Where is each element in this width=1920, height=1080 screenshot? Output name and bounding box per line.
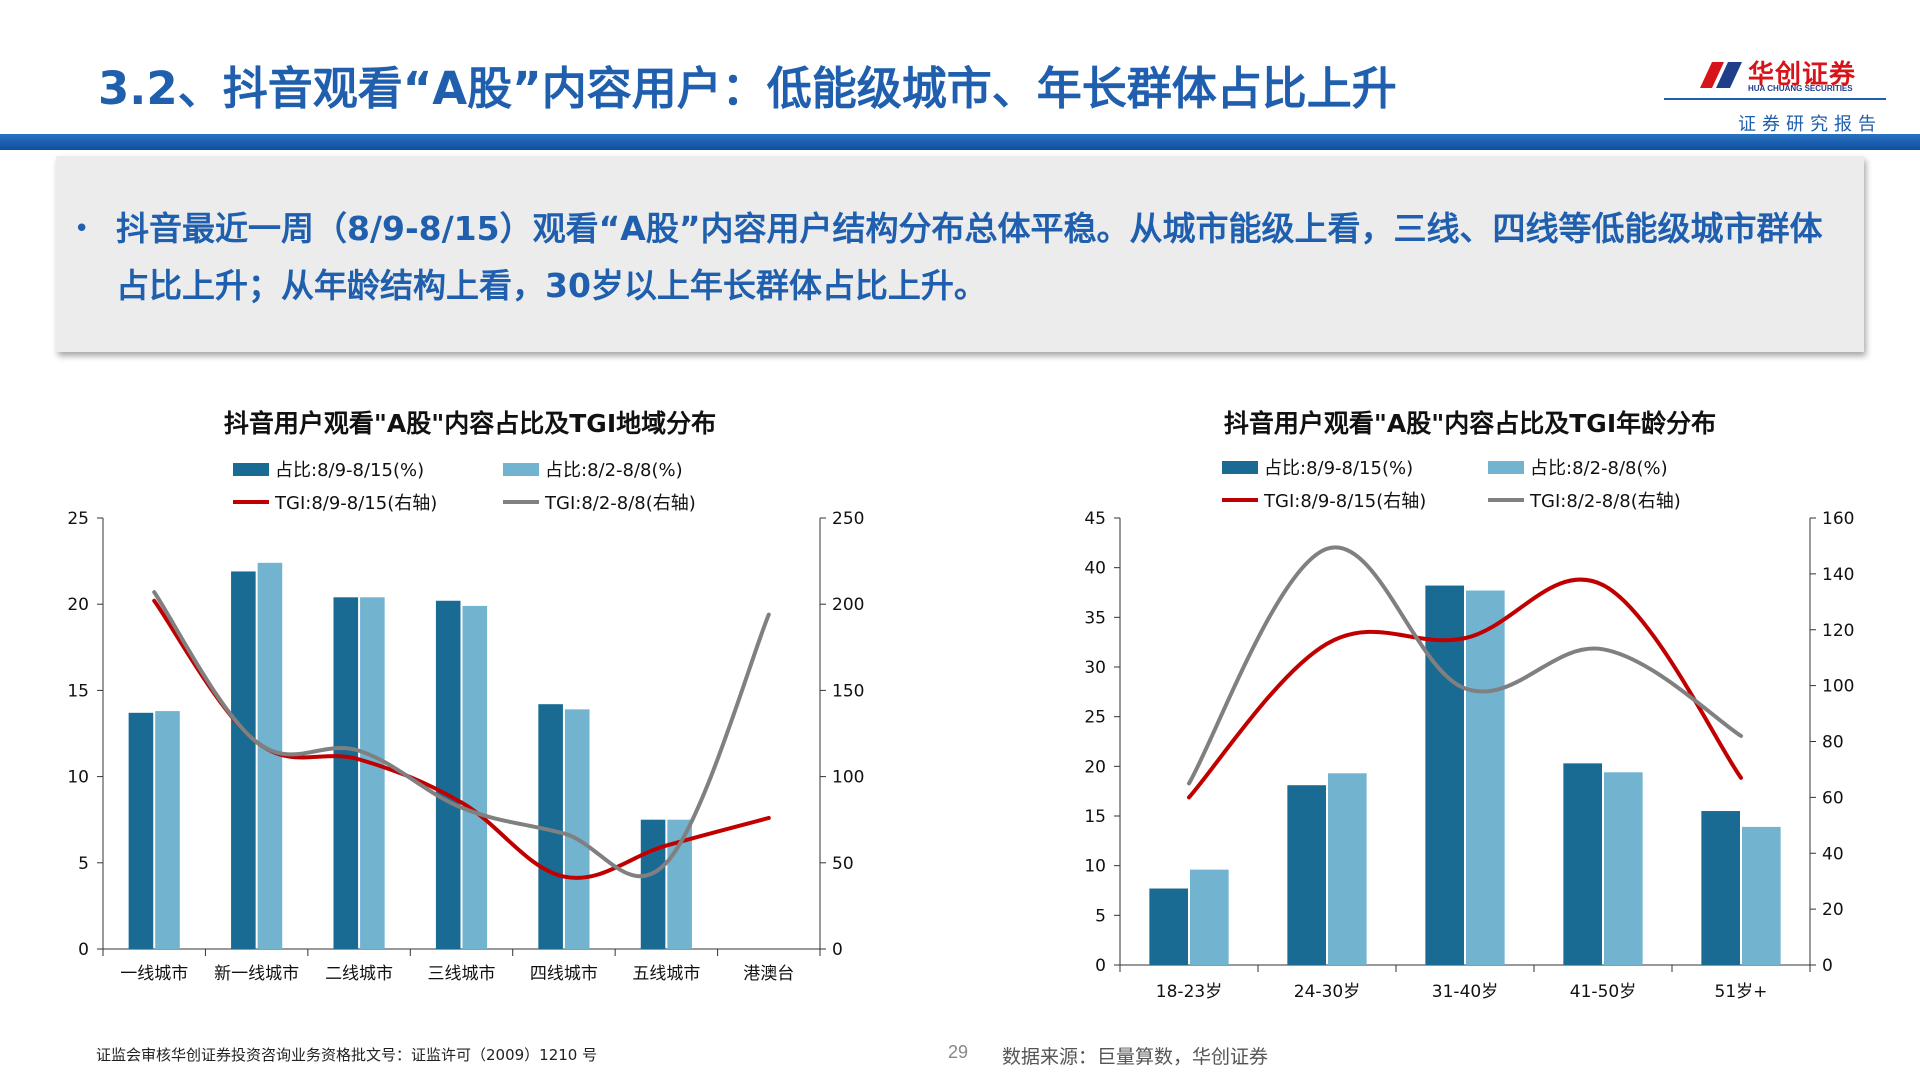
y-tick-label-left: 10 — [67, 768, 89, 788]
y-tick-label-left: 15 — [67, 681, 89, 701]
x-tick-label: 二线城市 — [325, 964, 393, 984]
bar — [128, 712, 154, 949]
page-title: 3.2、抖音观看“A股”内容用户：低能级城市、年长群体占比上升 — [98, 62, 1397, 115]
y-tick-label-right: 250 — [832, 509, 864, 529]
summary-text: 抖音最近一周（8/9-8/15）观看“A股”内容用户结构分布总体平稳。从城市能级… — [116, 209, 1823, 305]
y-tick-label-right: 200 — [832, 595, 864, 615]
bar — [1742, 826, 1781, 965]
bar — [462, 605, 488, 949]
y-tick-label-right: 120 — [1822, 621, 1854, 641]
y-tick-label-left: 5 — [78, 854, 89, 874]
legend-label: 占比:8/2-8/8(%) — [1530, 458, 1668, 479]
x-tick-label: 四线城市 — [530, 964, 598, 984]
y-tick-label-left: 20 — [67, 595, 89, 615]
chart-title: 抖音用户观看"A股"内容占比及TGI年龄分布 — [1223, 409, 1717, 438]
legend-label: 占比:8/2-8/8(%) — [545, 460, 683, 481]
chart-region-distribution: 抖音用户观看"A股"内容占比及TGI地域分布 占比:8/9-8/15(%) 占比:… — [60, 400, 880, 1000]
bar — [1701, 811, 1740, 965]
y-tick-label-right: 100 — [1822, 677, 1854, 697]
y-tick-label-right: 140 — [1822, 565, 1854, 585]
bar — [435, 600, 461, 949]
logo-mark-icon — [1700, 62, 1742, 88]
bar — [1287, 785, 1326, 965]
y-tick-label-left: 25 — [67, 509, 89, 529]
bar — [640, 819, 666, 949]
y-tick-label-right: 40 — [1822, 844, 1844, 864]
y-tick-label-left: 10 — [1084, 857, 1106, 877]
x-tick-label: 51岁+ — [1715, 982, 1768, 1002]
series-line — [1187, 545, 1743, 786]
y-tick-label-left: 30 — [1084, 658, 1106, 678]
bar — [1563, 763, 1602, 965]
y-tick-label-right: 150 — [832, 681, 864, 701]
legend-swatch — [503, 463, 539, 476]
y-tick-label-left: 40 — [1084, 559, 1106, 579]
series-line — [152, 590, 771, 879]
legend-label: 占比:8/9-8/15(%) — [275, 460, 424, 481]
bar — [564, 709, 590, 949]
y-tick-label-right: 80 — [1822, 733, 1844, 753]
bar — [1466, 590, 1505, 965]
y-tick-label-left: 5 — [1095, 906, 1106, 926]
header-rule — [0, 134, 1920, 150]
bar — [1425, 585, 1464, 965]
legend-label: TGI:8/9-8/15(右轴) — [1263, 491, 1426, 512]
y-tick-label-left: 15 — [1084, 807, 1106, 827]
legend-label: 占比:8/9-8/15(%) — [1264, 458, 1413, 479]
x-tick-label: 24-30岁 — [1294, 982, 1360, 1002]
bar — [1149, 888, 1188, 965]
legend-swatch — [233, 463, 269, 476]
legend-label: TGI:8/2-8/8(右轴) — [544, 493, 696, 514]
y-tick-label-left: 35 — [1084, 608, 1106, 628]
y-tick-label-right: 100 — [832, 768, 864, 788]
y-tick-label-right: 50 — [832, 854, 854, 874]
logo-subtitle: 证券研究报告 — [1738, 114, 1882, 135]
bar — [1190, 869, 1229, 965]
logo-name-cn: 华创证券 — [1748, 60, 1857, 90]
y-tick-label-left: 0 — [1095, 956, 1106, 976]
bar — [360, 597, 385, 949]
y-tick-label-left: 0 — [78, 940, 89, 960]
legend-label: TGI:8/9-8/15(右轴) — [274, 493, 437, 514]
chart-region-svg: 占比:8/9-8/15(%) 占比:8/2-8/8(%) TGI:8/9-8/15(… — [67, 460, 864, 984]
footer-license: 证监会审核华创证券投资咨询业务资格批文号：证监许可（2009）1210 号 — [96, 1046, 598, 1064]
x-tick-label: 41-50岁 — [1570, 982, 1636, 1002]
legend-label: TGI:8/2-8/8(右轴) — [1529, 491, 1681, 512]
y-tick-label-left: 20 — [1084, 757, 1106, 777]
logo-name-en: HUA CHUANG SECURITIES — [1748, 84, 1853, 93]
x-tick-label: 三线城市 — [428, 964, 496, 984]
bar — [1604, 772, 1643, 965]
x-tick-label: 五线城市 — [632, 964, 700, 984]
page-number: 29 — [948, 1042, 969, 1062]
chart-age-distribution: 抖音用户观看"A股"内容占比及TGI年龄分布 占比:8/9-8/15(%) 占比:… — [1040, 400, 1900, 1002]
footer-source: 数据来源：巨量算数，华创证券 — [1002, 1046, 1269, 1068]
logo-divider — [1664, 98, 1886, 100]
x-tick-label: 新一线城市 — [214, 964, 299, 984]
company-logo: 华创证券 HUA CHUANG SECURITIES 证券研究报告 — [1664, 50, 1886, 138]
summary-box: • 抖音最近一周（8/9-8/15）观看“A股”内容用户结构分布总体平稳。从城市… — [56, 156, 1864, 352]
y-tick-label-right: 0 — [832, 940, 843, 960]
summary-bullet: • — [74, 214, 90, 244]
bar — [231, 571, 256, 949]
y-tick-label-left: 45 — [1084, 509, 1106, 529]
y-tick-label-right: 0 — [1822, 956, 1833, 976]
chart-age-svg: 占比:8/9-8/15(%) 占比:8/2-8/8(%) TGI:8/9-8/15(… — [1084, 458, 1854, 1002]
legend-swatch — [1222, 461, 1258, 474]
x-tick-label: 31-40岁 — [1432, 982, 1498, 1002]
bar — [1328, 773, 1367, 965]
x-tick-label: 一线城市 — [120, 964, 188, 984]
legend-swatch — [1488, 461, 1524, 474]
x-tick-label: 港澳台 — [743, 964, 794, 984]
bar — [155, 711, 180, 949]
y-tick-label-right: 60 — [1822, 788, 1844, 808]
series-line — [1187, 577, 1743, 800]
y-tick-label-right: 20 — [1822, 900, 1844, 920]
chart-title: 抖音用户观看"A股"内容占比及TGI地域分布 — [223, 409, 717, 438]
x-tick-label: 18-23岁 — [1156, 982, 1222, 1002]
y-tick-label-right: 160 — [1822, 509, 1854, 529]
bar — [333, 597, 359, 949]
y-tick-label-left: 25 — [1084, 708, 1106, 728]
